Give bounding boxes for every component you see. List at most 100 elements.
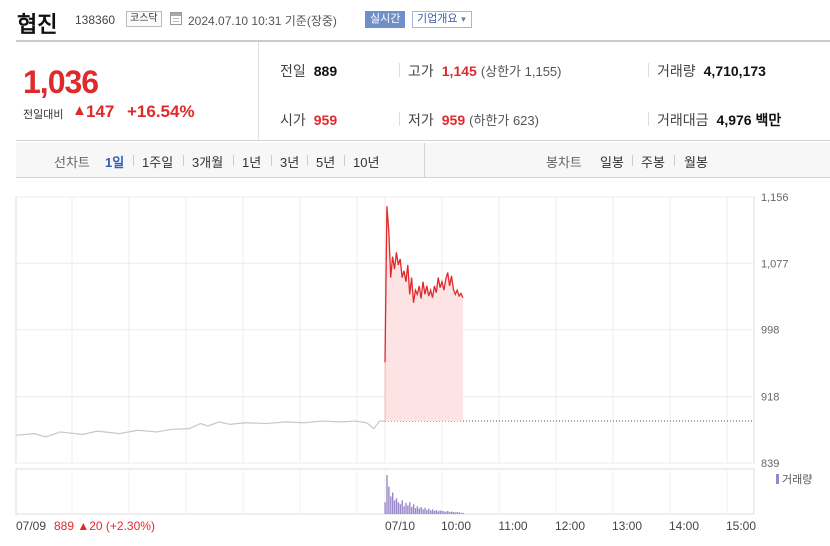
volume-bar: [462, 512, 464, 514]
stat-label: 고가: [408, 63, 434, 79]
tab-1day[interactable]: 1일: [105, 155, 125, 170]
tab-separator: [233, 155, 234, 166]
y-tick-label: 839: [761, 458, 779, 470]
prev-day-price: 889: [54, 519, 77, 533]
price-box: 1,036 전일대비 ▲ 147 +16.54%: [16, 42, 259, 141]
y-tick-label: 918: [761, 392, 779, 404]
tab-3months[interactable]: 3개월: [192, 155, 224, 170]
volume-bar: [393, 500, 396, 514]
stat-note: (하한가 623): [469, 113, 539, 128]
y-tick-label: 1,077: [761, 258, 789, 270]
tab-divider: [424, 143, 425, 178]
line-chart-label: 선차트: [54, 155, 90, 170]
stat-value: 959: [313, 112, 338, 128]
tab-separator: [183, 155, 184, 166]
volume-bar: [460, 512, 462, 514]
volume-bar: [450, 511, 453, 514]
volume-bar: [416, 506, 419, 514]
volume-bar: [401, 500, 403, 514]
tab-separator: [674, 155, 675, 166]
up-arrow-icon: ▲: [72, 102, 87, 119]
tab-weekly[interactable]: 주봉: [641, 155, 665, 170]
tab-5years[interactable]: 5년: [316, 155, 336, 170]
candle-chart-label: 봉차트: [546, 155, 582, 170]
stat-low: 저가 959 (하한가 623): [408, 110, 539, 130]
y-tick-label: 998: [761, 325, 779, 337]
tab-1year[interactable]: 1년: [242, 155, 262, 170]
x-tick-label: 10:00: [441, 519, 471, 533]
x-tick-label: 07/10: [385, 519, 415, 533]
stat-label: 거래대금: [657, 112, 709, 128]
x-tick-label: 11:00: [498, 519, 527, 533]
volume-bar: [424, 507, 426, 514]
stat-value: 4,976 백만: [716, 112, 782, 128]
volume-bar: [449, 512, 451, 514]
tab-daily[interactable]: 일봉: [600, 155, 624, 170]
volume-bar: [392, 492, 394, 514]
header: 협진 138360 코스닥 2024.07.10 10:31 기준(장중) 실시…: [0, 0, 830, 40]
stat-label: 거래량: [657, 63, 696, 79]
x-tick-label: 13:00: [612, 519, 642, 533]
today-price-line: [384, 206, 464, 363]
stat-high: 고가 1,145 (상한가 1,155): [408, 61, 562, 81]
x-tick-label: 07/09: [16, 519, 46, 533]
current-price: 1,036: [23, 64, 99, 100]
y-tick-label: 1,156: [761, 192, 789, 204]
stat-label: 저가: [408, 112, 434, 128]
volume-bar: [428, 508, 430, 514]
volume-bar: [430, 510, 432, 514]
volume-bar: [439, 510, 441, 514]
realtime-button[interactable]: 실시간: [365, 11, 406, 28]
tab-separator: [344, 155, 345, 166]
quote-panel: 1,036 전일대비 ▲ 147 +16.54% 전일 889 시가 959 고가 1…: [16, 40, 830, 141]
tab-10years[interactable]: 10년: [353, 155, 380, 170]
volume-bar: [411, 506, 413, 514]
today-area: [385, 206, 463, 422]
stat-volume: 거래량 4,710,173: [657, 61, 766, 81]
volume-bar: [443, 511, 445, 514]
prev-day-change: ▲20: [77, 519, 106, 533]
tab-separator: [632, 155, 633, 166]
volume-legend-swatch: [776, 474, 779, 484]
tab-3years[interactable]: 3년: [280, 155, 300, 170]
volume-bar: [418, 508, 420, 514]
tab-separator: [271, 155, 272, 166]
company-overview-label: 기업개요: [417, 13, 458, 25]
chart-period-tabs: 선차트 1일 1주일 3개월 1년 3년 5년 10년 봉차트 일봉 주봉 월봉: [16, 143, 830, 178]
volume-bar: [420, 506, 422, 514]
stat-value: 959: [441, 112, 466, 128]
tab-separator: [307, 155, 308, 166]
x-tick-label: 14:00: [669, 519, 699, 533]
volume-bar: [456, 512, 458, 514]
change-amount: 147: [86, 102, 115, 121]
change-percent: +16.54%: [127, 102, 195, 121]
x-tick-label: 15:00: [726, 519, 756, 533]
volume-bar: [390, 496, 392, 514]
company-overview-button[interactable]: 기업개요 ▼: [412, 11, 473, 28]
stat-prev-close: 전일 889: [280, 61, 337, 81]
tab-monthly[interactable]: 월봉: [684, 155, 708, 170]
volume-bar: [431, 509, 434, 514]
divider: [399, 112, 400, 126]
change-label: 전일대비: [23, 109, 64, 121]
volume-bar: [422, 509, 424, 514]
timestamp: 2024.07.10 10:31 기준(장중): [188, 14, 337, 28]
stock-code: 138360: [75, 13, 116, 27]
stat-label: 시가: [280, 112, 306, 128]
volume-legend-label: 거래량: [782, 473, 812, 486]
volume-bar: [414, 508, 417, 514]
volume-bar: [395, 498, 398, 514]
stat-note: (상한가 1,155): [480, 64, 562, 79]
prev-day-pct: (+2.30%): [106, 519, 155, 533]
volume-bar: [407, 505, 409, 514]
volume-bar: [441, 510, 443, 514]
tab-1week[interactable]: 1주일: [142, 155, 174, 170]
chevron-down-icon: ▼: [459, 15, 468, 24]
volume-bar: [454, 512, 457, 514]
volume-bar: [437, 511, 439, 514]
prev-day-line: [15, 420, 385, 438]
divider: [648, 63, 649, 77]
volume-bar: [433, 510, 436, 514]
stat-value: 4,710,173: [703, 63, 766, 79]
